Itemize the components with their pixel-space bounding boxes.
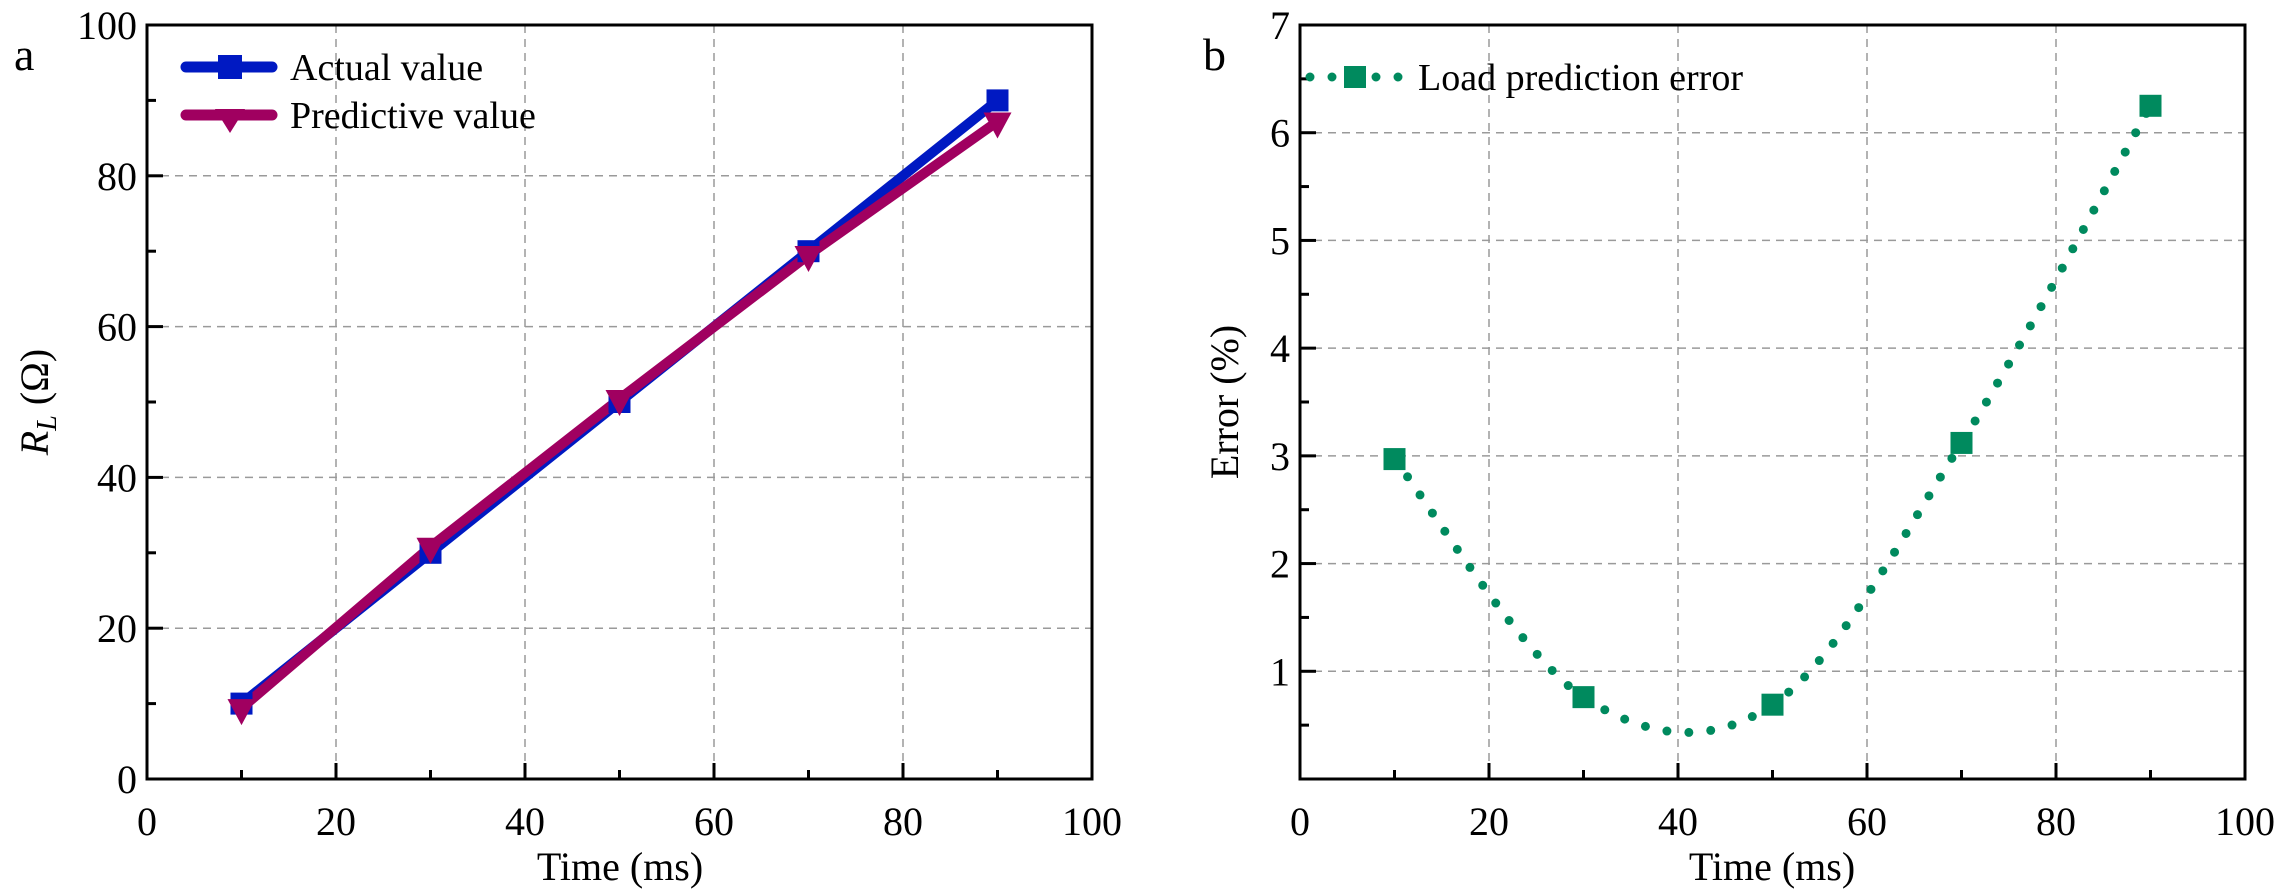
x-tick-label: 0: [137, 799, 157, 844]
x-tick-label: 20: [1469, 799, 1509, 844]
x-tick-label: 100: [1062, 799, 1122, 844]
tick-labels-a: 0 20 40 60 80 100 0 20 40 60 80 100: [77, 3, 1122, 844]
x-tick-label: 80: [2036, 799, 2076, 844]
legend-label-predictive: Predictive value: [290, 95, 536, 137]
data-point-error: [1572, 686, 1595, 709]
plot-frame-a: [145, 23, 1094, 781]
y-tick-label: 7: [1270, 3, 1290, 48]
x-tick-label: 40: [1658, 799, 1698, 844]
y-tick-label: 0: [117, 757, 137, 802]
legend-marker-square: [1344, 66, 1366, 88]
y-tick-label: 2: [1270, 542, 1290, 587]
x-axis-title-a: Time (ms): [537, 844, 703, 889]
y-tick-label: 1: [1270, 649, 1290, 694]
data-point-error: [1950, 431, 1973, 454]
grid-b: [1300, 25, 2245, 779]
y-tick-label: 20: [97, 606, 137, 651]
legend-label-actual: Actual value: [290, 47, 483, 89]
data-point-error: [1383, 448, 1406, 471]
data-point-predictive: [227, 699, 256, 726]
series-b: [1383, 94, 2162, 737]
y-axis-title-b: Error (%): [1202, 325, 1247, 479]
plot-frame-b: [1298, 23, 2247, 781]
x-tick-label: 100: [2215, 799, 2275, 844]
legend-b: Load prediction error: [1305, 57, 1743, 99]
data-point-predictive: [794, 245, 823, 272]
panel-label-b: b: [1203, 29, 1226, 80]
y-tick-label: 5: [1270, 218, 1290, 263]
data-point-predictive: [416, 537, 445, 564]
series-line-error: [1390, 101, 2155, 737]
y-tick-label: 40: [97, 455, 137, 500]
y-tick-label: 4: [1270, 326, 1290, 371]
legend-a: Actual value Predictive value: [180, 47, 536, 137]
data-point-predictive: [605, 389, 634, 416]
y-tick-label: 80: [97, 154, 137, 199]
grid-a: [147, 25, 1092, 779]
panel-b: b 0 20 40 60 80 100 1 2 3 4 5 6 7 Time (ms) Error (%…: [1202, 3, 2275, 889]
data-point-error: [2139, 94, 2162, 117]
y-tick-label: 6: [1270, 111, 1290, 156]
tick-labels-b: 0 20 40 60 80 100 1 2 3 4 5 6 7: [1270, 3, 2275, 844]
data-point-error: [1761, 693, 1784, 716]
y-axis-title-a: RL (Ω): [12, 349, 63, 456]
y-axis-title-a-main: R: [12, 431, 57, 456]
x-tick-label: 60: [1847, 799, 1887, 844]
panel-label-a: a: [14, 29, 34, 80]
legend-marker-triangle: [215, 109, 245, 133]
x-axis-title-b: Time (ms): [1689, 844, 1855, 889]
data-point-predictive: [983, 112, 1012, 139]
x-tick-label: 80: [883, 799, 923, 844]
series-a: [227, 89, 1012, 726]
data-point-actual: [986, 89, 1009, 112]
y-tick-label: 60: [97, 305, 137, 350]
x-tick-label: 60: [694, 799, 734, 844]
legend-marker-square: [218, 55, 242, 79]
x-tick-label: 20: [316, 799, 356, 844]
y-axis-title-a-unit: (Ω): [12, 349, 57, 415]
ticks-b: [1298, 23, 2247, 779]
legend-label-error: Load prediction error: [1418, 57, 1743, 99]
y-axis-title-a-sub: L: [32, 415, 63, 432]
y-tick-label: 100: [77, 3, 137, 48]
y-tick-label: 3: [1270, 434, 1290, 479]
panel-a: a 0 20 40 60 80 100 0 20 40 60 80 100 Time (ms) RL …: [12, 3, 1122, 889]
x-tick-label: 40: [505, 799, 545, 844]
x-tick-label: 0: [1290, 799, 1310, 844]
